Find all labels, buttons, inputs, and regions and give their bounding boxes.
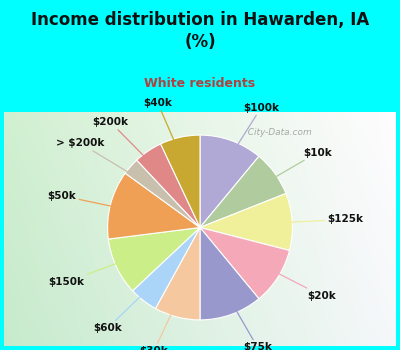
Text: $150k: $150k (49, 252, 148, 287)
Text: $30k: $30k (140, 283, 186, 350)
Text: White residents: White residents (144, 77, 256, 90)
Text: Income distribution in Hawarden, IA
(%): Income distribution in Hawarden, IA (%) (31, 10, 369, 51)
Text: $60k: $60k (93, 273, 165, 333)
Text: > $200k: > $200k (56, 138, 157, 190)
Wedge shape (200, 228, 290, 299)
Wedge shape (133, 228, 200, 308)
Wedge shape (108, 173, 200, 239)
Text: $10k: $10k (246, 148, 332, 194)
Wedge shape (108, 228, 200, 291)
Text: $20k: $20k (248, 258, 336, 301)
Text: $100k: $100k (220, 103, 279, 174)
Wedge shape (137, 144, 200, 228)
Text: $200k: $200k (92, 117, 168, 180)
Wedge shape (200, 156, 286, 228)
Text: City-Data.com: City-Data.com (242, 128, 311, 137)
Text: $40k: $40k (143, 98, 188, 172)
Text: $50k: $50k (48, 191, 144, 213)
Wedge shape (200, 135, 259, 228)
Wedge shape (200, 228, 259, 320)
Wedge shape (161, 135, 200, 228)
Wedge shape (200, 194, 292, 251)
Text: $125k: $125k (257, 215, 363, 224)
Wedge shape (156, 228, 200, 320)
Wedge shape (125, 160, 200, 228)
Text: $75k: $75k (220, 281, 272, 350)
